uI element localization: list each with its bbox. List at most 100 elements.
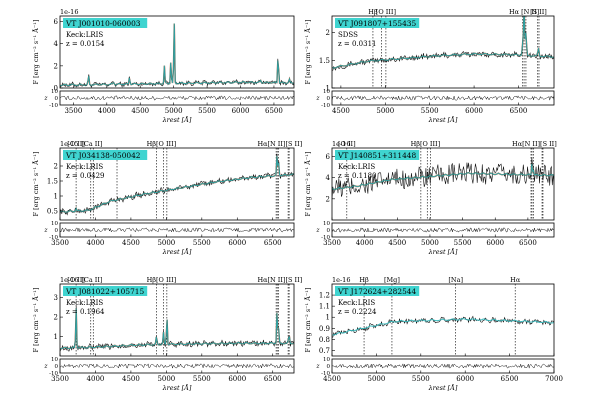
x-tick-label: 4000 bbox=[98, 107, 116, 115]
residual-tick-label: 10 bbox=[323, 89, 330, 95]
emission-line-label: [Ca II] bbox=[81, 276, 102, 284]
emission-line-label: Hβ bbox=[359, 276, 369, 284]
residual-frame bbox=[331, 90, 555, 106]
object-name-box bbox=[63, 150, 148, 160]
x-tick-label: 6000 bbox=[228, 375, 246, 383]
emission-line-label: [O III] bbox=[376, 8, 396, 16]
residual-tick-label: 0 bbox=[327, 228, 331, 234]
y-axis-label: F [erg cm⁻² s⁻¹ Å⁻¹] bbox=[31, 152, 40, 217]
y-tick-label: 0 bbox=[54, 85, 58, 93]
x-axis-label: λrest [Å] bbox=[162, 115, 192, 124]
y-exponent: 1e-16 bbox=[332, 140, 350, 148]
x-tick-label: 5000 bbox=[157, 239, 175, 247]
spectrum-panel-5: 1 2 3 F [erg cm⁻² s⁻¹ Å⁻¹] 1e-16[O II][Ca II… bbox=[31, 276, 302, 392]
y-tick-label: 1.2 bbox=[319, 292, 330, 300]
residual-line bbox=[59, 95, 295, 101]
y-tick-label: 2 bbox=[326, 195, 330, 203]
emission-line-label: Hα[N II][S II] bbox=[257, 276, 302, 284]
emission-line-label: Hβ[O III] bbox=[147, 140, 177, 148]
instrument-label: SDSS bbox=[338, 31, 358, 39]
y-tick-label: 2 bbox=[326, 29, 330, 37]
instrument-label: Keck:LRIS bbox=[66, 299, 103, 307]
x-axis-label: λrest [Å] bbox=[428, 247, 458, 256]
x-tick-label: 5500 bbox=[193, 239, 211, 247]
fit-spectrum bbox=[332, 318, 554, 336]
x-tick-label: 6500 bbox=[265, 107, 283, 115]
object-name: VT J091807+155435 bbox=[337, 19, 416, 28]
residual-tick-label: 10 bbox=[51, 221, 58, 227]
y-tick-label: 1 bbox=[54, 193, 58, 201]
residual-axis-label: z bbox=[315, 227, 320, 234]
redshift-label: z = 0.0429 bbox=[66, 172, 105, 180]
object-name: VT J140851+311448 bbox=[337, 151, 416, 160]
x-tick-label: 4500 bbox=[122, 375, 140, 383]
emission-line-label: [O II] bbox=[338, 140, 356, 148]
emission-line-label: [Ca II] bbox=[81, 140, 102, 148]
object-name: VT J001010-060003 bbox=[65, 19, 141, 28]
plot-area bbox=[60, 148, 294, 220]
residual-tick-label: 0 bbox=[55, 228, 59, 234]
emission-line-label: Hα[N II][S II] bbox=[512, 140, 557, 148]
spectrum-panel-3: 0.5 1 1.5 2 F [erg cm⁻² s⁻¹ Å⁻¹] 1e-15[O II][… bbox=[31, 140, 302, 256]
x-axis-label: λrest [Å] bbox=[428, 383, 458, 392]
plot-area bbox=[60, 23, 294, 88]
axes-frame bbox=[331, 147, 555, 221]
emission-line-label: [O II] bbox=[67, 140, 85, 148]
object-name-box bbox=[335, 18, 420, 28]
x-tick-label: 5000 bbox=[367, 375, 385, 383]
residual-frame bbox=[59, 90, 295, 106]
y-exponent: 1e-16 bbox=[332, 276, 350, 284]
y-tick-label: 0.9 bbox=[319, 325, 330, 333]
residual-tick-label: 10 bbox=[51, 357, 58, 363]
residual-axis-label: z bbox=[43, 95, 48, 102]
y-tick-label: 2 bbox=[54, 314, 58, 322]
y-axis-label: F [erg cm⁻² s⁻¹ Å⁻¹] bbox=[31, 20, 40, 85]
fit-spectrum bbox=[60, 308, 294, 350]
residual-line bbox=[331, 227, 555, 233]
residual-axis-label: z bbox=[315, 363, 320, 370]
x-tick-label: 6000 bbox=[456, 375, 474, 383]
residual-tick-label: -10 bbox=[321, 103, 330, 109]
residual-tick-label: -10 bbox=[49, 103, 58, 109]
residual-frame bbox=[59, 358, 295, 374]
plot-area bbox=[332, 148, 554, 220]
x-tick-label: 3500 bbox=[51, 239, 69, 247]
y-tick-label: 4 bbox=[326, 174, 331, 182]
residual-tick-label: 0 bbox=[55, 96, 59, 102]
redshift-label: z = 0.0311 bbox=[338, 40, 377, 48]
redshift-label: z = 0.0154 bbox=[66, 40, 105, 48]
instrument-label: Keck:LRIS bbox=[66, 31, 103, 39]
x-tick-label: 5000 bbox=[421, 239, 439, 247]
object-name: VT J034138-050042 bbox=[65, 151, 141, 160]
object-name: VT J172624+282544 bbox=[337, 287, 416, 296]
fit-spectrum bbox=[60, 23, 294, 87]
x-tick-label: 6500 bbox=[264, 375, 282, 383]
y-axis-label: F [erg cm⁻² s⁻¹ Å⁻¹] bbox=[303, 288, 312, 353]
y-tick-label: 0.7 bbox=[319, 347, 330, 355]
residual-tick-label: 0 bbox=[327, 96, 331, 102]
x-axis-label: λrest [Å] bbox=[162, 383, 192, 392]
x-tick-label: 5500 bbox=[198, 107, 216, 115]
x-axis-label: λrest [Å] bbox=[428, 115, 458, 124]
y-exponent: 1e-16 bbox=[60, 276, 78, 284]
residual-frame bbox=[331, 222, 555, 238]
instrument-label: Keck:LRIS bbox=[66, 163, 103, 171]
residual-tick-label: -10 bbox=[321, 235, 330, 241]
residual-frame bbox=[331, 358, 555, 374]
axes-frame bbox=[331, 15, 555, 89]
fit-spectrum bbox=[332, 16, 554, 69]
x-tick-label: 5500 bbox=[454, 239, 472, 247]
instrument-label: Keck:LRIS bbox=[338, 163, 375, 171]
residual-tick-label: -10 bbox=[49, 371, 58, 377]
